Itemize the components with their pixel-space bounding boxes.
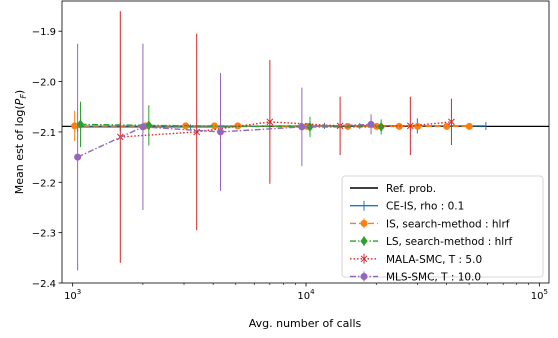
series-4-marker (367, 120, 375, 128)
series-1-marker (71, 122, 79, 130)
series-4-marker (298, 123, 306, 131)
legend-label-5: MLS-SMC, T : 10.0 (386, 272, 481, 284)
series-3-marker (266, 118, 274, 126)
plot-frame (61, 0, 550, 284)
y-tick-label: −2.1 (32, 128, 56, 139)
legend: Ref. prob. CE-IS, rho : 0.1 IS, search-met… (341, 175, 544, 284)
y-axis-label-subscript: F (19, 94, 28, 99)
y-tick-label: −1.9 (32, 27, 56, 38)
x-tick-label: 105 (531, 288, 548, 302)
x-tick-base: 10 (531, 291, 544, 302)
series-3-marker (406, 122, 414, 130)
x-tick-exponent: 4 (310, 288, 315, 296)
legend-marker-3 (360, 236, 368, 246)
x-tick-label: 103 (64, 288, 81, 302)
x-tick-exponent: 3 (77, 288, 81, 296)
series-4-marker (139, 123, 147, 131)
legend-label-4: MALA-SMC, T : 5.0 (386, 254, 482, 266)
series-2-marker (76, 119, 85, 130)
legend-marker-4 (360, 255, 368, 263)
series-4-line (77, 123, 372, 158)
series-1-marker (414, 122, 422, 130)
x-tick-exponent: 5 (543, 288, 547, 296)
series-3 (116, 11, 455, 263)
y-axis-label: Mean est of log(PF) (13, 90, 28, 194)
series-4-marker (74, 153, 82, 161)
series-3-marker (448, 118, 455, 126)
legend-marker-5 (360, 273, 368, 280)
x-tick-base: 10 (297, 291, 310, 302)
x-tick-label: 104 (297, 288, 315, 302)
legend-frame (341, 175, 544, 278)
x-tick-base: 10 (64, 291, 77, 302)
legend-label-2: IS, search-method : hlrf (386, 218, 510, 230)
series-2-line (80, 123, 382, 128)
series-4-marker (216, 128, 224, 136)
series-1-marker (443, 122, 451, 130)
x-axis-label: Avg. number of calls (249, 317, 362, 330)
series-2-marker (145, 120, 153, 131)
legend-label-3: LS, search-method : hlrf (386, 236, 513, 248)
series-1-marker (465, 122, 473, 130)
y-tick-label: −2.4 (32, 279, 56, 290)
series-3-line (120, 121, 452, 138)
series-4 (74, 43, 375, 271)
legend-label-0: Ref. prob. (386, 183, 436, 195)
y-axis-label-prefix: Mean est of log( (13, 105, 26, 194)
plot-layer (62, 11, 549, 271)
legend-marker-2 (360, 219, 368, 227)
y-axis-label-suffix: ) (13, 90, 26, 94)
y-axis-label-symbol: P (13, 98, 26, 105)
y-tick-label: −2.0 (32, 78, 56, 89)
y-tick-label: −2.3 (32, 229, 56, 240)
legend-label-1: CE-IS, rho : 0.1 (386, 201, 464, 213)
y-tick-label: −2.2 (32, 178, 56, 189)
